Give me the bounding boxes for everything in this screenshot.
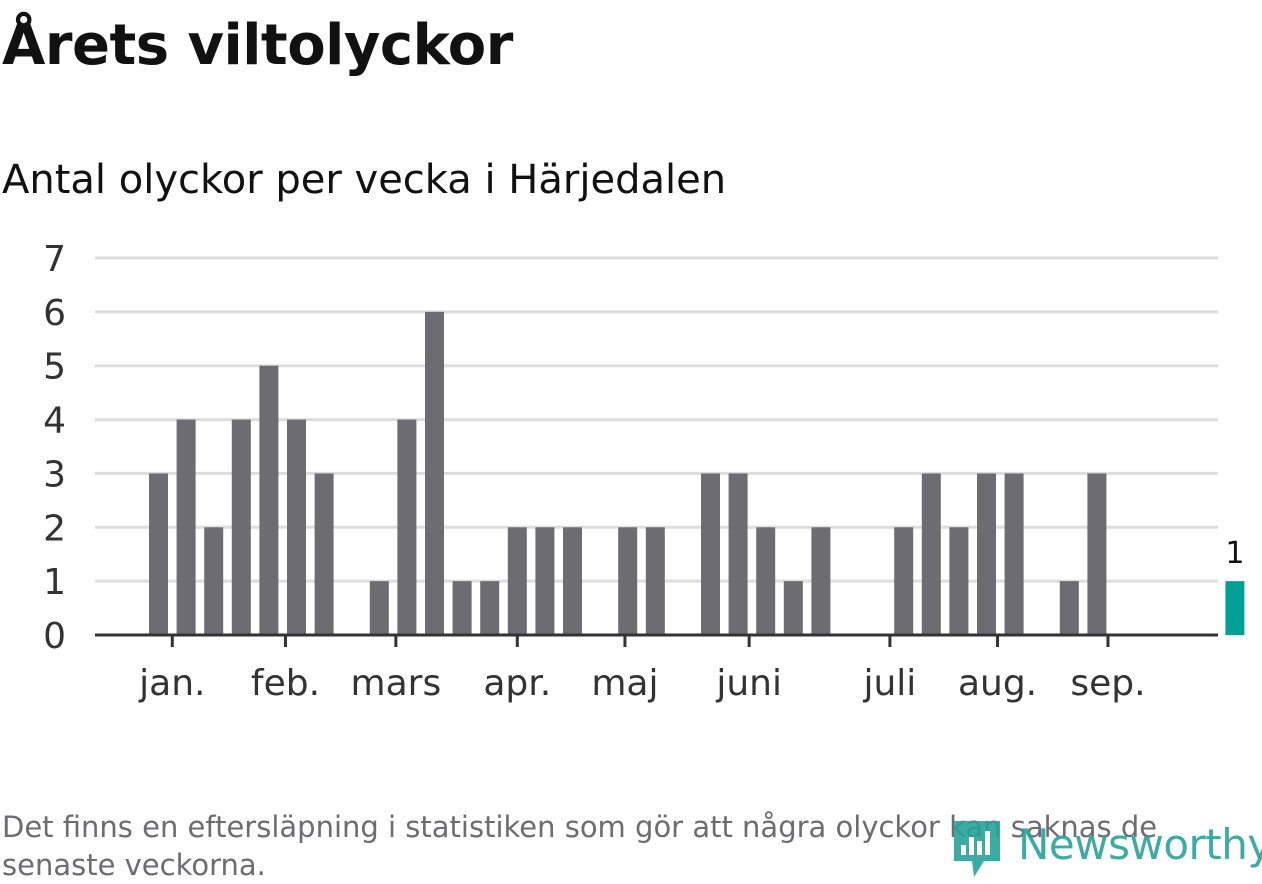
bar (618, 527, 638, 635)
x-tick-label: sep. (1070, 663, 1145, 704)
bar (507, 527, 527, 635)
newsworthy-logo: Newsworthy (950, 815, 1262, 879)
x-axis-ticks: jan. feb. mars apr. maj juni juli aug. sep. (138, 635, 1146, 704)
bar (369, 581, 389, 635)
bar (1059, 581, 1079, 635)
bar (1004, 473, 1024, 635)
bar (756, 527, 776, 635)
bar (921, 473, 941, 635)
x-tick-label: apr. (483, 663, 551, 704)
y-tick-label: 4 (43, 401, 66, 442)
y-tick-label: 2 (43, 508, 66, 549)
y-tick-label: 6 (43, 293, 66, 334)
y-tick-label: 7 (43, 239, 66, 280)
bar (149, 473, 168, 635)
x-tick-label: feb. (251, 663, 320, 704)
bar (728, 473, 748, 635)
y-tick-label: 1 (43, 562, 66, 603)
y-axis-tick-labels: 0 1 2 3 4 5 6 7 (43, 239, 66, 657)
bar (259, 365, 279, 635)
x-tick-label: jan. (138, 663, 205, 704)
bar (645, 527, 665, 635)
bar (425, 311, 444, 635)
bar (535, 527, 555, 635)
bar (563, 527, 582, 635)
bars (149, 311, 1245, 635)
gridlines (95, 256, 1218, 583)
bar (894, 527, 914, 635)
logo-text: Newsworthy (1018, 820, 1262, 869)
bar-chart-logo-icon (954, 821, 1000, 877)
bar (811, 527, 831, 635)
bar (176, 419, 196, 635)
y-tick-label: 3 (43, 454, 66, 495)
bar (397, 419, 417, 635)
y-tick-label: 5 (43, 347, 66, 388)
x-tick-label: maj (591, 663, 658, 704)
bar (480, 581, 500, 635)
bar (977, 473, 996, 635)
x-tick-label: juli (862, 663, 916, 704)
data-labels: 1 (1225, 536, 1244, 571)
bar (1087, 473, 1107, 635)
bar (287, 419, 306, 635)
bar (452, 581, 472, 635)
bar (231, 419, 251, 635)
y-tick-label: 0 (43, 616, 66, 657)
bar (204, 527, 224, 635)
bar (1225, 581, 1245, 635)
x-tick-label: aug. (958, 663, 1037, 704)
data-label: 1 (1225, 536, 1244, 571)
bar (701, 473, 720, 635)
x-tick-label: mars (351, 663, 442, 704)
chart-subtitle: Antal olyckor per vecka i Härjedalen (2, 157, 727, 203)
bar (783, 581, 803, 635)
x-tick-label: juni (715, 663, 782, 704)
bar (314, 473, 334, 635)
chart-title: Årets viltolyckor (2, 13, 513, 78)
bar (949, 527, 969, 635)
